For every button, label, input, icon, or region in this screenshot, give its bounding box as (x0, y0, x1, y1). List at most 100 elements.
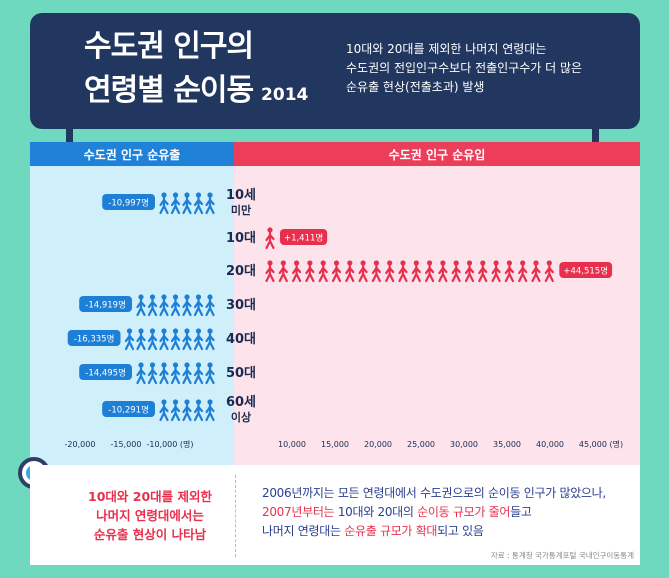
person-icon (193, 328, 204, 351)
note-highlight: 2007년부터는 (262, 505, 335, 519)
person-icon (425, 260, 435, 283)
note-line-3: 나머지 연령대는 순유출 규모가 확대되고 있음 (262, 522, 606, 541)
person-icon (205, 328, 215, 351)
person-icon (182, 294, 192, 317)
person-icon (278, 260, 288, 283)
person-icon (170, 362, 181, 385)
desc-line-1: 10대와 20대를 제외한 나머지 연령대는 (346, 42, 547, 56)
person-icon (438, 260, 448, 283)
person-icon (398, 260, 408, 283)
person-icon (170, 192, 181, 215)
conclusion-line: 10대와 20대를 제외한 (88, 489, 212, 504)
person-icon (182, 399, 192, 422)
value-label: -10,291명 (108, 405, 149, 416)
person-icon (205, 294, 215, 317)
x-tick-label: 40,000 (536, 440, 564, 449)
value-badge (280, 229, 328, 245)
x-tick-label: -10,000 (명) (146, 439, 193, 449)
trend-note: 2006년까지는 모든 연령대에서 수도권으로의 순이동 인구가 많았으나, 2… (262, 484, 606, 541)
x-tick-label: -15,000 (111, 440, 142, 449)
note-text: 나머지 연령대는 (262, 524, 345, 538)
person-icon (193, 399, 204, 422)
conclusion-text: 10대와 20대를 제외한 나머지 연령대에서는 순유출 현상이 나타남 (70, 487, 230, 544)
person-icon (193, 362, 204, 385)
x-tick-label: 10,000 (278, 440, 306, 449)
category-label: 이상 (231, 410, 251, 424)
person-icon (292, 260, 302, 283)
category-label: 50대 (226, 366, 256, 381)
person-icon (385, 260, 395, 283)
x-tick-label: 20,000 (364, 440, 392, 449)
category-label: 30대 (226, 298, 256, 313)
person-icon (305, 260, 315, 283)
outflow-header: 수도권 인구 순유출 (30, 142, 234, 166)
person-icon (159, 328, 169, 351)
person-icon (182, 192, 192, 215)
conclusion-line: 나머지 연령대에서는 (96, 508, 204, 523)
title-line-1: 수도권 인구의 (84, 29, 254, 64)
banner-post-left (66, 129, 73, 143)
person-icon (147, 362, 158, 385)
person-icon (159, 399, 169, 422)
person-icon (182, 328, 192, 351)
category-label: 미만 (231, 203, 251, 217)
person-icon (205, 362, 215, 385)
value-badge (559, 262, 613, 278)
person-icon (170, 328, 181, 351)
title-line-2: 연령별 순이동 2014 (84, 73, 308, 113)
person-icon (331, 260, 342, 283)
note-highlight: 순이동 규모가 줄어 (417, 505, 511, 519)
note-line-1: 2006년까지는 모든 연령대에서 수도권으로의 순이동 인구가 많았으나, (262, 486, 606, 500)
value-label: +1,411명 (284, 233, 323, 244)
person-icon (170, 399, 181, 422)
person-icon (544, 260, 554, 283)
value-label: +44,515명 (563, 266, 608, 277)
note-highlight: 순유출 규모가 확대 (344, 524, 438, 538)
title-banner: 수도권 인구의 연령별 순이동 2014 10대와 20대를 제외한 나머지 연령… (30, 13, 640, 129)
person-icon (464, 260, 475, 283)
value-label: -10,997명 (108, 198, 149, 209)
summary-box: 10대와 20대를 제외한 나머지 연령대에서는 순유출 현상이 나타남 200… (30, 465, 640, 565)
divider (235, 475, 236, 557)
inflow-header: 수도권 인구 순유입 (234, 142, 640, 166)
person-icon (371, 260, 381, 283)
person-icon (265, 260, 275, 283)
person-icon (159, 294, 169, 317)
person-icon (159, 192, 169, 215)
person-icon (170, 294, 181, 317)
person-icon (193, 294, 204, 317)
person-icon (136, 362, 146, 385)
person-icon (491, 260, 501, 283)
value-badge (102, 194, 155, 210)
person-icon (504, 260, 514, 283)
title-line-2-text: 연령별 순이동 (84, 73, 254, 108)
x-tick-label: 25,000 (407, 440, 435, 449)
category-label: 40대 (226, 332, 256, 347)
person-icon (358, 260, 368, 283)
person-icon (318, 260, 328, 283)
title-year: 2014 (261, 85, 309, 105)
person-icon (136, 328, 146, 351)
note-text: 되고 있음 (437, 524, 484, 538)
x-tick-label: 45,000 (명) (579, 439, 623, 449)
category-label: 60세 (226, 395, 256, 410)
person-icon (136, 294, 146, 317)
person-icon (205, 192, 215, 215)
desc-line-3: 순유출 현상(전출초과) 발생 (346, 80, 485, 94)
person-icon (147, 294, 158, 317)
value-badge (67, 330, 121, 346)
person-icon (124, 328, 135, 351)
person-icon (159, 362, 169, 385)
category-label: 20대 (226, 264, 256, 279)
x-tick-label: 35,000 (493, 440, 521, 449)
desc-line-2: 수도권의 전입인구수보다 전출인구수가 더 많은 (346, 61, 583, 75)
person-icon (345, 260, 355, 283)
person-icon (147, 328, 158, 351)
note-line-2: 2007년부터는 10대와 20대의 순이동 규모가 줄어들고 (262, 503, 606, 522)
value-label: -16,335명 (74, 334, 115, 345)
category-label: 10대 (226, 231, 256, 246)
person-icon (411, 260, 421, 283)
person-icon (478, 260, 488, 283)
x-tick-label: -20,000 (65, 440, 96, 449)
value-label: -14,495명 (85, 368, 126, 379)
